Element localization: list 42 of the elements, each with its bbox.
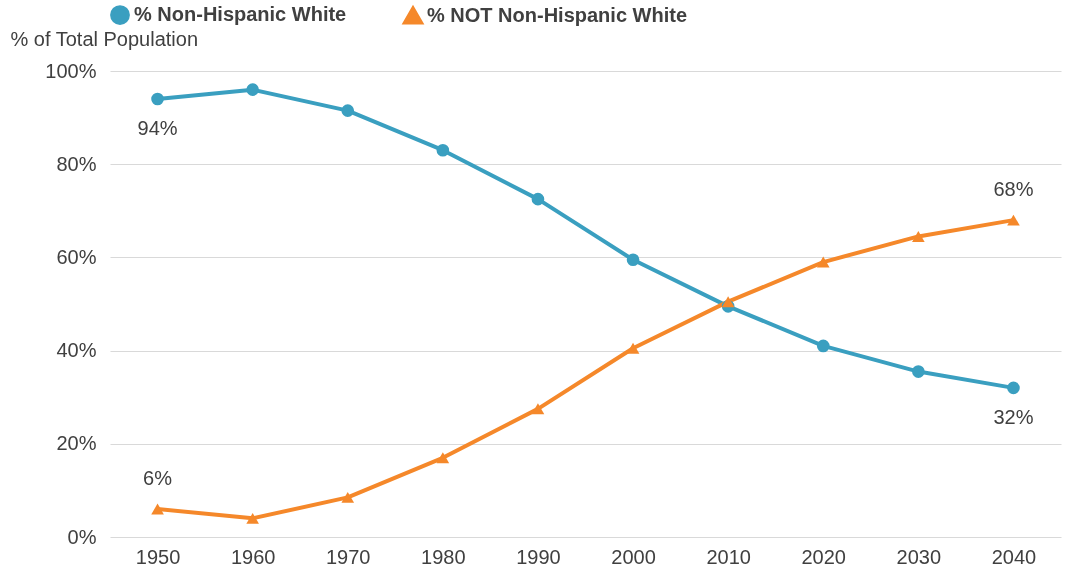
y-tick-label: 40% [56, 339, 97, 362]
point [246, 512, 259, 524]
y-tick-label: 20% [56, 432, 97, 455]
y-tick-label: 0% [67, 525, 97, 548]
point [912, 230, 925, 242]
point [626, 253, 640, 267]
y-tick-label: 60% [56, 245, 97, 268]
x-tick-label: 1950 [135, 545, 181, 568]
y-tick-label: 100% [45, 59, 97, 82]
y-axis-title: % of Total Population [10, 27, 199, 50]
point [816, 256, 830, 268]
point [816, 339, 830, 353]
point [531, 403, 545, 415]
x-tick-label: 2000 [611, 545, 656, 568]
point [1007, 214, 1020, 226]
x-tick-label: 2040 [991, 545, 1037, 568]
data-label: 32% [993, 405, 1034, 428]
point [341, 104, 355, 117]
point [436, 452, 450, 464]
point [151, 92, 164, 106]
point [341, 491, 355, 503]
point [531, 192, 545, 206]
x-tick-label: 1960 [230, 545, 276, 568]
x-tick-label: 1970 [326, 545, 371, 568]
data-label: 6% [143, 467, 173, 490]
x-tick-label: 1980 [421, 545, 466, 568]
point [1007, 381, 1020, 395]
data-label: 68% [993, 178, 1034, 201]
point [626, 342, 640, 354]
point [721, 296, 735, 308]
x-tick-label: 2020 [801, 545, 846, 568]
x-tick-label: 2010 [706, 545, 751, 568]
legend-label: % Non-Hispanic White [134, 3, 347, 26]
x-tick-label: 1990 [516, 545, 561, 568]
point [151, 503, 164, 515]
point [246, 83, 259, 96]
legend-label: % NOT Non-Hispanic White [427, 3, 687, 26]
y-tick-label: 80% [56, 152, 97, 175]
point [912, 365, 925, 378]
data-label: 94% [137, 116, 178, 139]
point [436, 143, 450, 157]
x-tick-label: 2030 [896, 545, 942, 568]
